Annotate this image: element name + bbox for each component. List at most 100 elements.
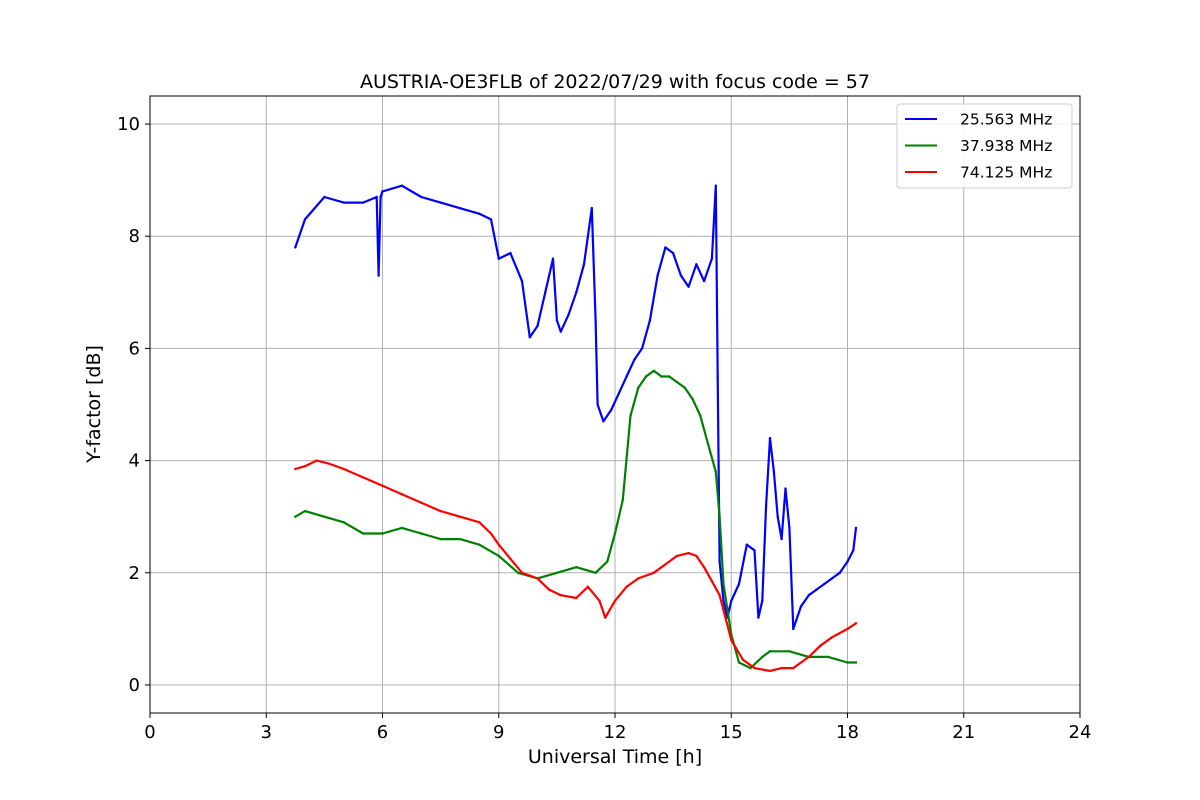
series-1-point-11 bbox=[497, 554, 500, 558]
legend-box bbox=[896, 103, 1073, 189]
series-line-1 bbox=[294, 369, 858, 670]
series-0-point-34 bbox=[633, 358, 636, 361]
y-tick-label-3: 6 bbox=[129, 338, 140, 359]
series-0-point-63 bbox=[792, 627, 795, 631]
x-tick-label-5: 15 bbox=[720, 722, 743, 743]
series-2-point-40 bbox=[807, 655, 810, 659]
series-2-point-28 bbox=[675, 554, 679, 558]
series-1-point-9 bbox=[458, 537, 462, 541]
legend-label-0: 25.563 MHz bbox=[960, 111, 1052, 129]
series-0-point-16 bbox=[509, 251, 512, 255]
series-2-point-26 bbox=[652, 571, 655, 574]
x-axis-ticks: 0 3 6 9 12 15 18 21 24 bbox=[144, 713, 1091, 743]
series-2-point-4 bbox=[342, 467, 345, 471]
series-0-point-9 bbox=[400, 184, 404, 187]
series-0-point-13 bbox=[478, 212, 481, 215]
series-0-point-38 bbox=[664, 246, 667, 249]
series-2-point-30 bbox=[695, 554, 698, 558]
series-1-point-25 bbox=[668, 375, 671, 378]
series-2-point-27 bbox=[664, 563, 667, 566]
series-0-point-70 bbox=[846, 560, 849, 563]
x-tick-label-2: 6 bbox=[377, 722, 388, 743]
series-2-point-22 bbox=[604, 616, 607, 619]
series-0-point-53 bbox=[753, 549, 756, 552]
series-0-point-48 bbox=[722, 599, 725, 602]
x-tick-label-8: 24 bbox=[1069, 722, 1092, 743]
series-0-point-29 bbox=[596, 403, 599, 406]
series-2-point-7 bbox=[400, 493, 404, 496]
series-2-point-21 bbox=[598, 599, 601, 602]
series-0-point-60 bbox=[780, 537, 783, 541]
x-tick-label-1: 3 bbox=[261, 722, 272, 743]
series-0-point-61 bbox=[784, 487, 787, 490]
series-2-point-14 bbox=[509, 557, 512, 560]
series-1-point-6 bbox=[400, 526, 404, 530]
series-0-point-41 bbox=[687, 285, 690, 288]
series-2-point-29 bbox=[687, 551, 690, 555]
series-1-point-42 bbox=[846, 661, 849, 664]
series-2-point-37 bbox=[768, 669, 772, 673]
series-0-point-5 bbox=[375, 195, 378, 199]
series-0-point-55 bbox=[761, 599, 764, 602]
series-2-point-23 bbox=[613, 599, 617, 602]
series-0-point-0 bbox=[294, 246, 297, 249]
series-0-point-10 bbox=[420, 195, 423, 199]
series-1-point-0 bbox=[294, 515, 297, 518]
series-0-point-67 bbox=[823, 582, 826, 586]
legend: 25.563 MHz 37.938 MHz 74.125 MHz bbox=[896, 103, 1073, 189]
x-tick-label-6: 18 bbox=[836, 722, 859, 743]
series-1-point-37 bbox=[761, 655, 764, 659]
y-tick-label-0: 0 bbox=[129, 675, 140, 696]
series-1-point-3 bbox=[342, 521, 345, 524]
series-2-point-32 bbox=[710, 580, 714, 583]
series-2-point-16 bbox=[536, 577, 539, 580]
series-2-point-33 bbox=[718, 594, 721, 597]
series-0-point-6 bbox=[377, 274, 380, 277]
series-0-point-62 bbox=[788, 526, 791, 530]
series-1-point-5 bbox=[381, 532, 384, 535]
series-1-point-32 bbox=[718, 515, 721, 518]
series-0-point-17 bbox=[520, 279, 524, 283]
series-2-point-35 bbox=[741, 658, 745, 661]
legend-label-1: 37.938 MHz bbox=[960, 137, 1052, 155]
series-0-point-30 bbox=[602, 420, 605, 423]
series-0-point-71 bbox=[852, 549, 855, 552]
chart-title: AUSTRIA-OE3FLB of 2022/07/29 with focus … bbox=[360, 71, 870, 93]
series-0-point-42 bbox=[695, 263, 698, 266]
series-2-point-6 bbox=[381, 484, 384, 487]
legend-label-2: 74.125 MHz bbox=[960, 164, 1052, 182]
series-2-point-42 bbox=[830, 636, 834, 639]
series-1-point-12 bbox=[516, 571, 520, 574]
series-0-point-28 bbox=[594, 319, 597, 322]
x-tick-label-0: 0 bbox=[144, 722, 155, 743]
series-2-point-17 bbox=[547, 588, 551, 591]
y-axis-label: Y-factor [dB] bbox=[83, 345, 105, 464]
series-0-point-22 bbox=[555, 319, 559, 322]
series-1-point-26 bbox=[675, 380, 679, 384]
series-0-point-11 bbox=[439, 201, 442, 204]
series-2-point-15 bbox=[520, 571, 524, 574]
series-0-point-37 bbox=[656, 274, 659, 277]
series-0-point-69 bbox=[838, 571, 841, 574]
y-axis-ticks: 0 2 4 6 8 10 bbox=[117, 114, 150, 696]
series-0-point-58 bbox=[772, 470, 776, 473]
series-2-point-41 bbox=[819, 644, 822, 647]
series-layer bbox=[294, 184, 858, 673]
series-2-point-8 bbox=[420, 501, 423, 504]
series-2-point-18 bbox=[559, 594, 562, 597]
series-2-point-3 bbox=[327, 462, 330, 465]
series-1-point-24 bbox=[660, 375, 663, 378]
series-0-point-45 bbox=[714, 184, 717, 187]
series-1-point-18 bbox=[613, 532, 617, 535]
series-0-point-1 bbox=[303, 218, 307, 221]
series-1-point-7 bbox=[420, 532, 423, 535]
series-0-point-51 bbox=[737, 582, 741, 586]
series-1-point-28 bbox=[691, 397, 694, 401]
series-0-point-15 bbox=[497, 257, 500, 260]
series-0-point-54 bbox=[757, 616, 760, 619]
series-0-point-52 bbox=[745, 543, 748, 546]
series-1-point-38 bbox=[768, 650, 772, 653]
series-0-point-47 bbox=[718, 560, 721, 563]
series-2-point-39 bbox=[792, 666, 795, 670]
series-1-point-29 bbox=[699, 414, 702, 417]
